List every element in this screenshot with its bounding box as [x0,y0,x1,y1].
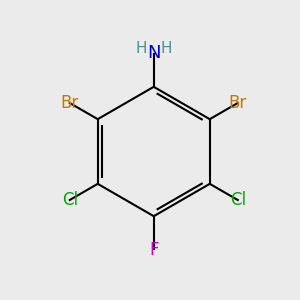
Text: Br: Br [229,94,247,112]
Text: F: F [149,241,158,259]
Text: H: H [161,40,172,56]
Text: Cl: Cl [62,191,78,209]
Text: Cl: Cl [230,191,246,209]
Text: N: N [147,44,160,62]
Text: Br: Br [61,94,79,112]
Text: H: H [135,40,147,56]
